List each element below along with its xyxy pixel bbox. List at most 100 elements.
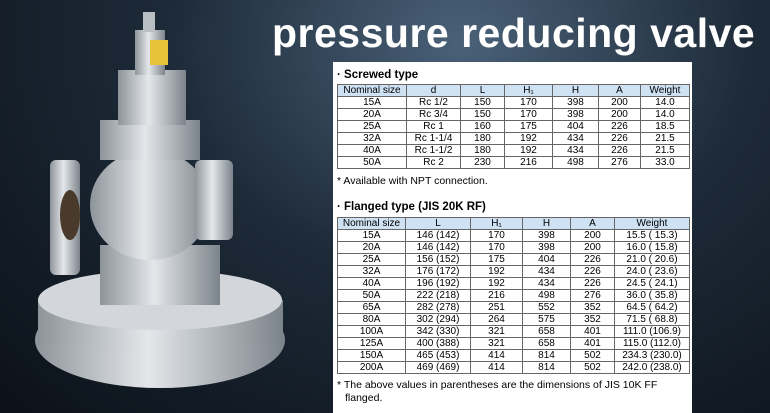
- header-cell: H₁: [504, 84, 553, 97]
- title: pressure reducing valve: [272, 10, 756, 56]
- table-cell: 226: [598, 132, 641, 145]
- table-cell: 398: [522, 229, 571, 242]
- table-cell: Rc 1-1/4: [406, 132, 461, 145]
- table-cell: 226: [570, 277, 615, 290]
- table-cell: 32A: [337, 265, 406, 278]
- section-title: · Flanged type (JIS 20K RF): [337, 201, 486, 213]
- table-cell: 342 (330): [405, 325, 471, 338]
- table-row: 25A Rc 1 160 175 404 226 18.5: [337, 120, 690, 133]
- header-cell: H: [552, 84, 599, 97]
- table-cell: 15A: [337, 96, 407, 109]
- table-cell: 150: [460, 108, 505, 121]
- table-row: 100A 342 (330) 321 658 401 111.0 (106.9): [337, 325, 690, 338]
- table-cell: 658: [522, 325, 571, 338]
- table-cell: 50A: [337, 156, 407, 169]
- table-cell: 21.5: [640, 144, 690, 157]
- table-cell: 226: [598, 120, 641, 133]
- table-cell: 21.0 ( 20.6): [614, 253, 690, 266]
- flanged-table: Nominal size L H₁ H A Weight 15A 146 (142) 170 39…: [337, 217, 690, 374]
- table-cell: 276: [598, 156, 641, 169]
- table-cell: 160: [460, 120, 505, 133]
- table-cell: 814: [522, 361, 571, 374]
- table-cell: 404: [522, 253, 571, 266]
- table-cell: 115.0 (112.0): [614, 337, 690, 350]
- table-row: 200A 469 (469) 414 814 502 242.0 (238.0): [337, 361, 690, 374]
- table-cell: 216: [470, 289, 523, 302]
- table-row: 40A 196 (192) 192 434 226 24.5 ( 24.1): [337, 277, 690, 290]
- table-cell: 401: [570, 337, 615, 350]
- table-cell: 469 (469): [405, 361, 471, 374]
- table-cell: 21.5: [640, 132, 690, 145]
- table-cell: 175: [470, 253, 523, 266]
- note: * The above values in parentheses are th…: [337, 379, 658, 404]
- header-cell: H₁: [470, 217, 523, 230]
- table-cell: 170: [470, 229, 523, 242]
- table-cell: 242.0 (238.0): [614, 361, 690, 374]
- table-cell: 414: [470, 361, 523, 374]
- table-cell: 401: [570, 325, 615, 338]
- table-cell: 264: [470, 313, 523, 326]
- table-cell: 434: [522, 265, 571, 278]
- section-title: · Screwed type: [337, 69, 419, 81]
- table-cell: 498: [552, 156, 599, 169]
- table-row: 32A 176 (172) 192 434 226 24.0 ( 23.6): [337, 265, 690, 278]
- table-cell: 15.5 ( 15.3): [614, 229, 690, 242]
- table-row: 80A 302 (294) 264 575 352 71.5 ( 68.8): [337, 313, 690, 326]
- table-row: 125A 400 (388) 321 658 401 115.0 (112.0): [337, 337, 690, 350]
- table-cell: 65A: [337, 301, 406, 314]
- header-cell: H: [522, 217, 571, 230]
- table-cell: 234.3 (230.0): [614, 349, 690, 362]
- table-cell: 146 (142): [405, 229, 471, 242]
- table-row: 50A 222 (218) 216 498 276 36.0 ( 35.8): [337, 289, 690, 302]
- header-cell: Weight: [614, 217, 690, 230]
- table-cell: 192: [470, 277, 523, 290]
- table-cell: 226: [570, 265, 615, 278]
- table-cell: 251: [470, 301, 523, 314]
- table-cell: 414: [470, 349, 523, 362]
- valve-image: [35, 12, 285, 388]
- table-cell: 40A: [337, 144, 407, 157]
- table-cell: 658: [522, 337, 571, 350]
- table-cell: 16.0 ( 15.8): [614, 241, 690, 254]
- table-cell: 498: [522, 289, 571, 302]
- table-cell: 25A: [337, 253, 406, 266]
- table-cell: 50A: [337, 289, 406, 302]
- note: * Available with NPT connection.: [337, 175, 488, 187]
- table-cell: 25A: [337, 120, 407, 133]
- screwed-table: Nominal size d L H₁ H A Weight 15A Rc 1/2 150 170 3…: [337, 84, 690, 169]
- table-cell: 170: [504, 96, 553, 109]
- table-cell: 192: [504, 132, 553, 145]
- table-cell: 222 (218): [405, 289, 471, 302]
- table-cell: 398: [552, 108, 599, 121]
- table-cell: 176 (172): [405, 265, 471, 278]
- table-cell: 180: [460, 144, 505, 157]
- header-cell: d: [406, 84, 461, 97]
- table-cell: 276: [570, 289, 615, 302]
- table-row: 150A 465 (453) 414 814 502 234.3 (230.0): [337, 349, 690, 362]
- table-cell: 196 (192): [405, 277, 471, 290]
- table-cell: 192: [504, 144, 553, 157]
- table-cell: 150: [460, 96, 505, 109]
- table-cell: 434: [552, 132, 599, 145]
- table-cell: 321: [470, 325, 523, 338]
- table-cell: 400 (388): [405, 337, 471, 350]
- table-row: 40A Rc 1-1/2 180 192 434 226 21.5: [337, 144, 690, 157]
- header-cell: L: [460, 84, 505, 97]
- table-cell: 398: [522, 241, 571, 254]
- table-cell: Rc 1-1/2: [406, 144, 461, 157]
- table-row: 15A 146 (142) 170 398 200 15.5 ( 15.3): [337, 229, 690, 242]
- table-cell: 36.0 ( 35.8): [614, 289, 690, 302]
- table-cell: 33.0: [640, 156, 690, 169]
- table-row: 65A 282 (278) 251 552 352 64.5 ( 64.2): [337, 301, 690, 314]
- table-cell: 20A: [337, 241, 406, 254]
- table-cell: 170: [504, 108, 553, 121]
- table-cell: 226: [570, 253, 615, 266]
- table-cell: Rc 1: [406, 120, 461, 133]
- table-cell: Rc 2: [406, 156, 461, 169]
- table-cell: 71.5 ( 68.8): [614, 313, 690, 326]
- header-cell: A: [570, 217, 615, 230]
- spec-panel: · Screwed type Nominal size d L H₁ H A Weight 1…: [333, 62, 692, 413]
- header-cell: Weight: [640, 84, 690, 97]
- table-cell: 15A: [337, 229, 406, 242]
- table-cell: 64.5 ( 64.2): [614, 301, 690, 314]
